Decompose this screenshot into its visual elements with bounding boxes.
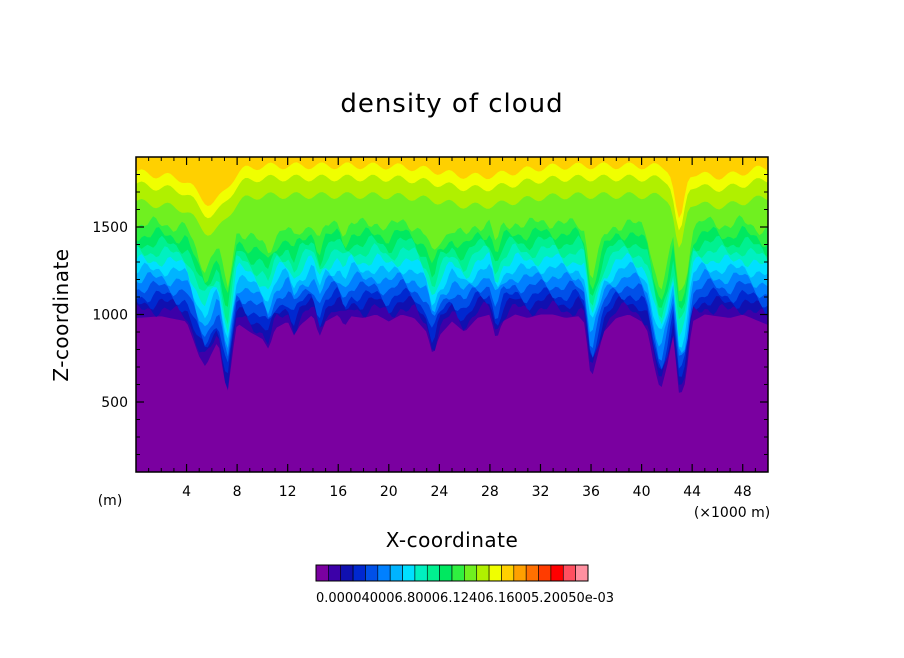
- x-tick-label: 16: [329, 484, 347, 500]
- colorbar-swatch: [389, 564, 403, 582]
- x-axis: 4 8 12 16 20 24 28 32 36 40 44 48: [148, 157, 756, 500]
- colorbar-frame: [315, 564, 589, 582]
- colorbar: [315, 564, 589, 582]
- x-tick-label: 8: [233, 484, 242, 500]
- x-unit-label: (m): [98, 493, 123, 509]
- colorbar-swatch: [562, 564, 576, 582]
- x-tick-label: 12: [279, 484, 297, 500]
- x-tick-label: 24: [430, 484, 448, 500]
- colorbar-swatch: [575, 564, 589, 582]
- y-tick-label: 1000: [92, 308, 128, 324]
- x-tick-label: 20: [380, 484, 398, 500]
- contour-level-13: [136, 157, 768, 248]
- x-tick-label: 44: [683, 484, 701, 500]
- colorbar-labels: 0.000040006.80006.12406.16005.20050e-03: [316, 591, 614, 606]
- colorbar-swatch: [488, 564, 502, 582]
- colorbar-swatch: [525, 564, 539, 582]
- colorbar-swatch: [513, 564, 527, 582]
- x-tick-label: 40: [633, 484, 651, 500]
- colorbar-swatch: [414, 564, 428, 582]
- x-tick-label: 4: [182, 484, 191, 500]
- x-scale-label: (×1000 m): [694, 505, 770, 521]
- colorbar-swatch: [538, 564, 552, 582]
- colorbar-swatch: [451, 564, 465, 582]
- colorbar-swatch: [501, 564, 515, 582]
- colorbar-swatch: [464, 564, 478, 582]
- colorbar-swatch: [377, 564, 391, 582]
- contour-field: [136, 157, 768, 472]
- y-tick-label: 1500: [92, 220, 128, 236]
- contour-level-14: [136, 157, 768, 231]
- colorbar-swatch: [352, 564, 366, 582]
- y-axis-title: Z-coordinate: [49, 248, 73, 381]
- colorbar-swatch: [315, 564, 329, 582]
- colorbar-swatch: [439, 564, 453, 582]
- colorbar-swatch: [550, 564, 564, 582]
- x-tick-label: 32: [532, 484, 550, 500]
- y-tick-label: 500: [101, 395, 128, 411]
- contour-level-15: [136, 157, 768, 219]
- chart-title: density of cloud: [340, 89, 563, 119]
- colorbar-swatch: [365, 564, 379, 582]
- x-axis-title: X-coordinate: [386, 528, 519, 552]
- x-tick-label: 48: [734, 484, 752, 500]
- colorbar-swatch: [328, 564, 342, 582]
- x-tick-label: 28: [481, 484, 499, 500]
- x-tick-label: 36: [582, 484, 600, 500]
- y-axis: 500 1000 1500: [92, 174, 768, 455]
- colorbar-swatch: [426, 564, 440, 582]
- colorbar-swatch: [340, 564, 354, 582]
- colorbar-swatch: [476, 564, 490, 582]
- colorbar-swatch: [402, 564, 416, 582]
